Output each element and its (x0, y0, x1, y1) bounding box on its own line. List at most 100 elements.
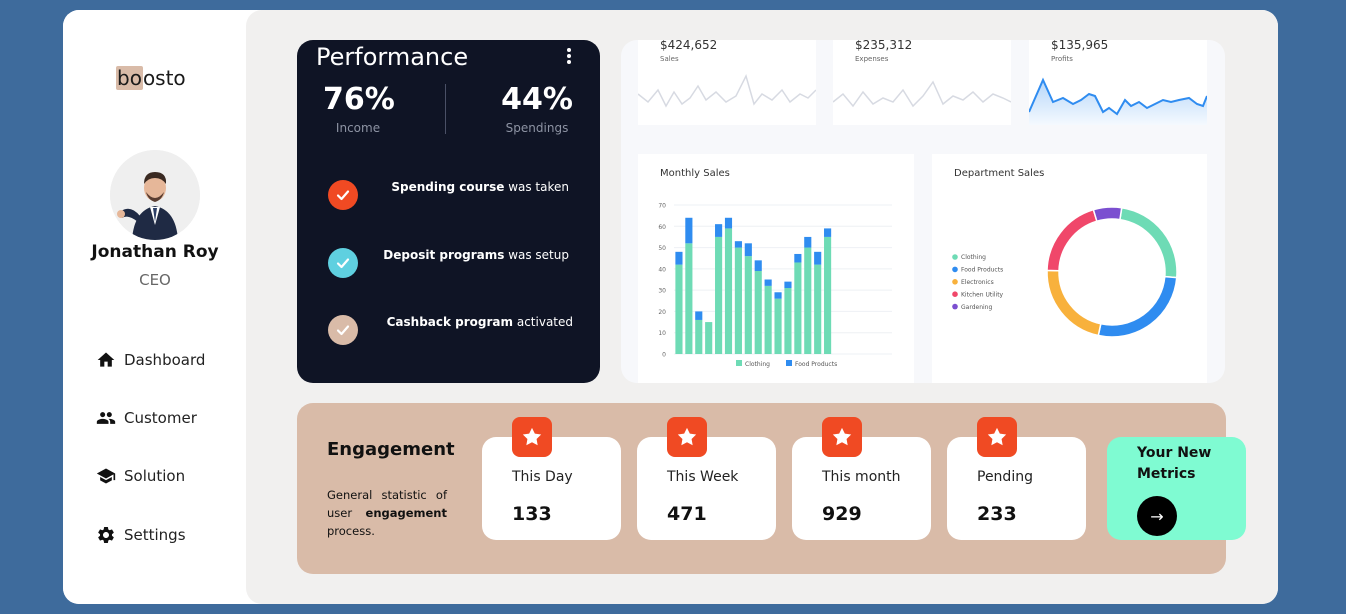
task-text: Deposit programs was setup (383, 248, 569, 262)
bar-food-products[interactable] (675, 251, 683, 265)
spendings-label: Spendings (505, 121, 569, 135)
more-menu-icon[interactable] (561, 46, 577, 66)
star-icon (667, 417, 707, 457)
nav-label: Customer (124, 409, 197, 427)
slice-kitchen-utility[interactable] (1046, 208, 1098, 272)
task-text: Spending course was taken (391, 180, 569, 194)
income-value: 76% (323, 82, 395, 117)
sales-label: Sales (660, 55, 679, 63)
divider (445, 84, 446, 134)
legend-dot (952, 254, 958, 260)
task-item[interactable]: Cashback program activated (325, 315, 585, 349)
slice-clothing[interactable] (1119, 206, 1178, 279)
sales-line (638, 73, 816, 108)
bar-food-products[interactable] (814, 251, 822, 265)
bar-clothing[interactable] (804, 247, 812, 354)
spendings-value: 44% (501, 82, 573, 117)
bar-clothing[interactable] (675, 264, 683, 354)
legend-label[interactable]: Clothing (961, 254, 986, 261)
bar-clothing[interactable] (734, 247, 742, 354)
bar-clothing[interactable] (794, 262, 802, 354)
nav-item-settings[interactable]: Settings (96, 525, 186, 545)
bar-clothing[interactable] (685, 243, 693, 354)
bar-clothing[interactable] (774, 298, 782, 354)
graduation-cap-icon (96, 468, 116, 484)
bar-clothing[interactable] (705, 322, 713, 354)
bar-clothing[interactable] (744, 256, 752, 354)
sales-value: $424,652 (660, 40, 718, 52)
department-sales-title: Department Sales (954, 168, 1045, 179)
bar-food-products[interactable] (824, 228, 832, 237)
y-tick-label: 50 (658, 245, 666, 252)
logo-highlight: bo (116, 66, 143, 90)
metric-card-this-day[interactable]: This Day 133 (482, 417, 621, 540)
logo-text: osto (142, 66, 186, 90)
bar-food-products[interactable] (764, 279, 772, 286)
user-role: CEO (139, 271, 171, 289)
profits-sparkline[interactable]: $135,965 Profits (1029, 40, 1207, 125)
nav-item-solution[interactable]: Solution (96, 466, 185, 486)
main-content: Performance 76% Income 44% Spendings Spe… (246, 10, 1278, 604)
app-window: boosto Jonathan Roy CEO Dashboard Custom… (63, 10, 1278, 604)
spendings-stat: 44% Spendings (497, 82, 577, 135)
check-icon (328, 248, 358, 278)
bar-clothing[interactable] (784, 288, 792, 354)
metric-label: This month (822, 469, 901, 485)
legend-label[interactable]: Gardening (961, 304, 992, 311)
bar-food-products[interactable] (744, 243, 752, 257)
monthly-sales-card: Monthly Sales 0 10 20 30 40 50 60 70 Clothing Foo… (638, 154, 914, 383)
expenses-sparkline[interactable]: $235,312 Expenses (833, 40, 1011, 125)
sales-sparkline[interactable]: $424,652 Sales (638, 40, 816, 125)
bar-food-products[interactable] (715, 224, 723, 237)
task-item[interactable]: Spending course was taken (325, 180, 585, 214)
slice-electronics[interactable] (1046, 269, 1102, 337)
bar-clothing[interactable] (824, 236, 832, 354)
legend-label[interactable]: Food Products (795, 361, 837, 368)
monthly-sales-chart: 0 10 20 30 40 50 60 70 Clothing Food Products (658, 203, 892, 368)
nav-label: Settings (124, 526, 186, 544)
profits-value: $135,965 (1051, 40, 1109, 52)
engagement-panel: Engagement General statistic of user eng… (297, 403, 1246, 574)
bar-clothing[interactable] (724, 228, 733, 354)
y-tick-label: 60 (658, 224, 666, 231)
legend-label[interactable]: Kitchen Utility (961, 291, 1004, 298)
slice-gardening[interactable] (1092, 206, 1123, 223)
home-icon (97, 352, 115, 367)
bar-food-products[interactable] (734, 241, 742, 248)
bar-clothing[interactable] (695, 319, 703, 354)
bar-food-products[interactable] (724, 217, 733, 229)
check-icon (328, 180, 358, 210)
task-item[interactable]: Deposit programs was setup (325, 248, 585, 282)
performance-title: Performance (316, 43, 469, 71)
bar-food-products[interactable] (794, 253, 802, 263)
metric-card-this-month[interactable]: This month 929 (792, 417, 931, 540)
legend-label[interactable]: Electronics (961, 279, 994, 286)
legend-label[interactable]: Food Products (961, 267, 1003, 274)
nav-item-dashboard[interactable]: Dashboard (96, 350, 205, 370)
bar-clothing[interactable] (754, 270, 762, 354)
legend-dot (952, 279, 958, 285)
bar-food-products[interactable] (784, 281, 792, 289)
metric-card-this-week[interactable]: This Week 471 (637, 417, 776, 540)
y-tick-label: 10 (658, 330, 666, 337)
bar-clothing[interactable] (715, 236, 723, 354)
logo[interactable]: boosto (116, 66, 186, 90)
bar-food-products[interactable] (695, 311, 703, 320)
legend-label[interactable]: Clothing (745, 361, 770, 368)
expenses-label: Expenses (855, 55, 889, 63)
star-icon (822, 417, 862, 457)
bar-food-products[interactable] (774, 292, 782, 299)
slice-food-products[interactable] (1097, 275, 1178, 338)
department-sales-card: Department Sales Clothing Food Products El… (932, 154, 1207, 383)
bar-clothing[interactable] (764, 285, 772, 354)
nav-item-customer[interactable]: Customer (96, 408, 197, 428)
metric-card-pending[interactable]: Pending 233 (947, 417, 1086, 540)
bar-food-products[interactable] (754, 260, 762, 271)
new-metrics-card[interactable]: Your New Metrics → (1107, 437, 1246, 540)
arrow-right-button[interactable]: → (1137, 496, 1177, 536)
bar-clothing[interactable] (814, 264, 822, 354)
metric-value: 233 (977, 503, 1017, 525)
bar-food-products[interactable] (804, 236, 812, 248)
department-sales-chart: Clothing Food Products Electronics Kitchen … (952, 206, 1178, 338)
bar-food-products[interactable] (685, 217, 693, 244)
